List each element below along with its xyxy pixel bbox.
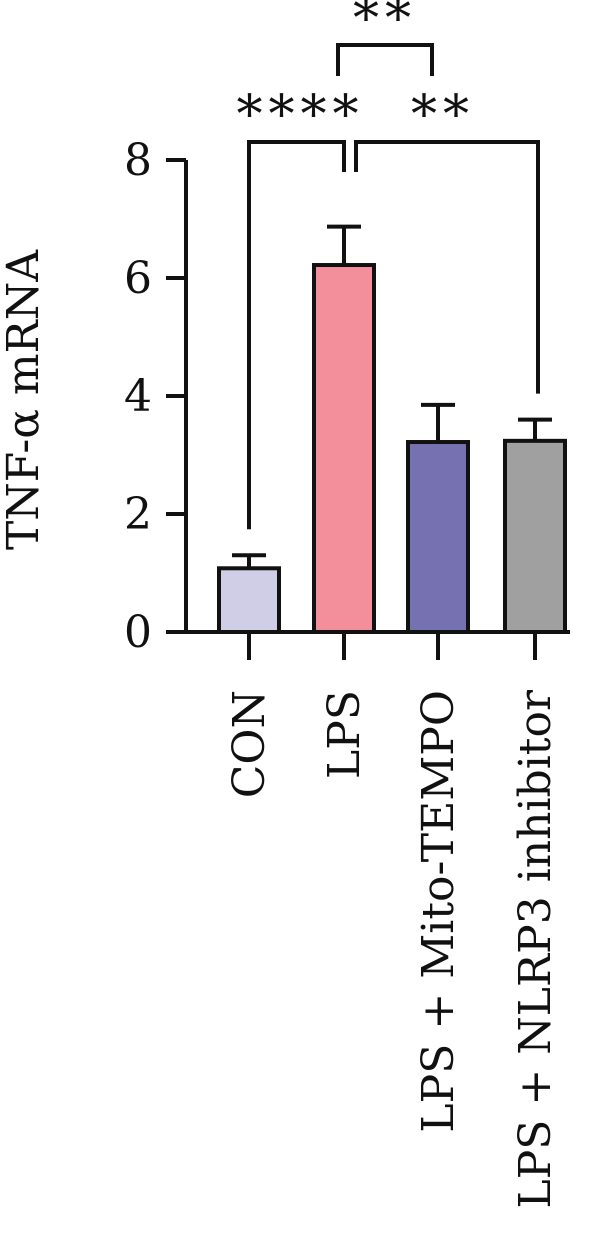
significance-bracket (354, 140, 540, 394)
x-tick-label: LPS (319, 690, 370, 779)
bar (503, 438, 567, 634)
significance-bracket (247, 140, 346, 530)
significance-bracket (336, 43, 434, 76)
x-tick-label: LPS + Mito-TEMPO (413, 690, 464, 1133)
axes: 0 2 4 6 8 CON LPS LPS + Mito-TEMPO LPS + NLRP3 i… (124, 135, 570, 1209)
y-tick-label: 4 (124, 371, 152, 422)
y-tick-label: 0 (124, 607, 152, 658)
x-tick-label: LPS + NLRP3 inhibitor (510, 689, 561, 1208)
bar (217, 566, 281, 635)
y-axis-label: TNF-α mRNA (0, 249, 49, 550)
bar (312, 263, 376, 634)
significance-label: **** (237, 85, 365, 145)
bar (406, 440, 470, 634)
x-tick-label: CON (224, 690, 275, 798)
y-tick-label: 8 (124, 135, 152, 186)
significance-label: ** (411, 85, 475, 145)
y-tick-label: 6 (124, 253, 152, 304)
significance-brackets: **** **** (237, 0, 540, 530)
significance-label: ** (353, 0, 417, 49)
y-tick-label: 2 (124, 489, 152, 540)
bars (217, 224, 567, 635)
